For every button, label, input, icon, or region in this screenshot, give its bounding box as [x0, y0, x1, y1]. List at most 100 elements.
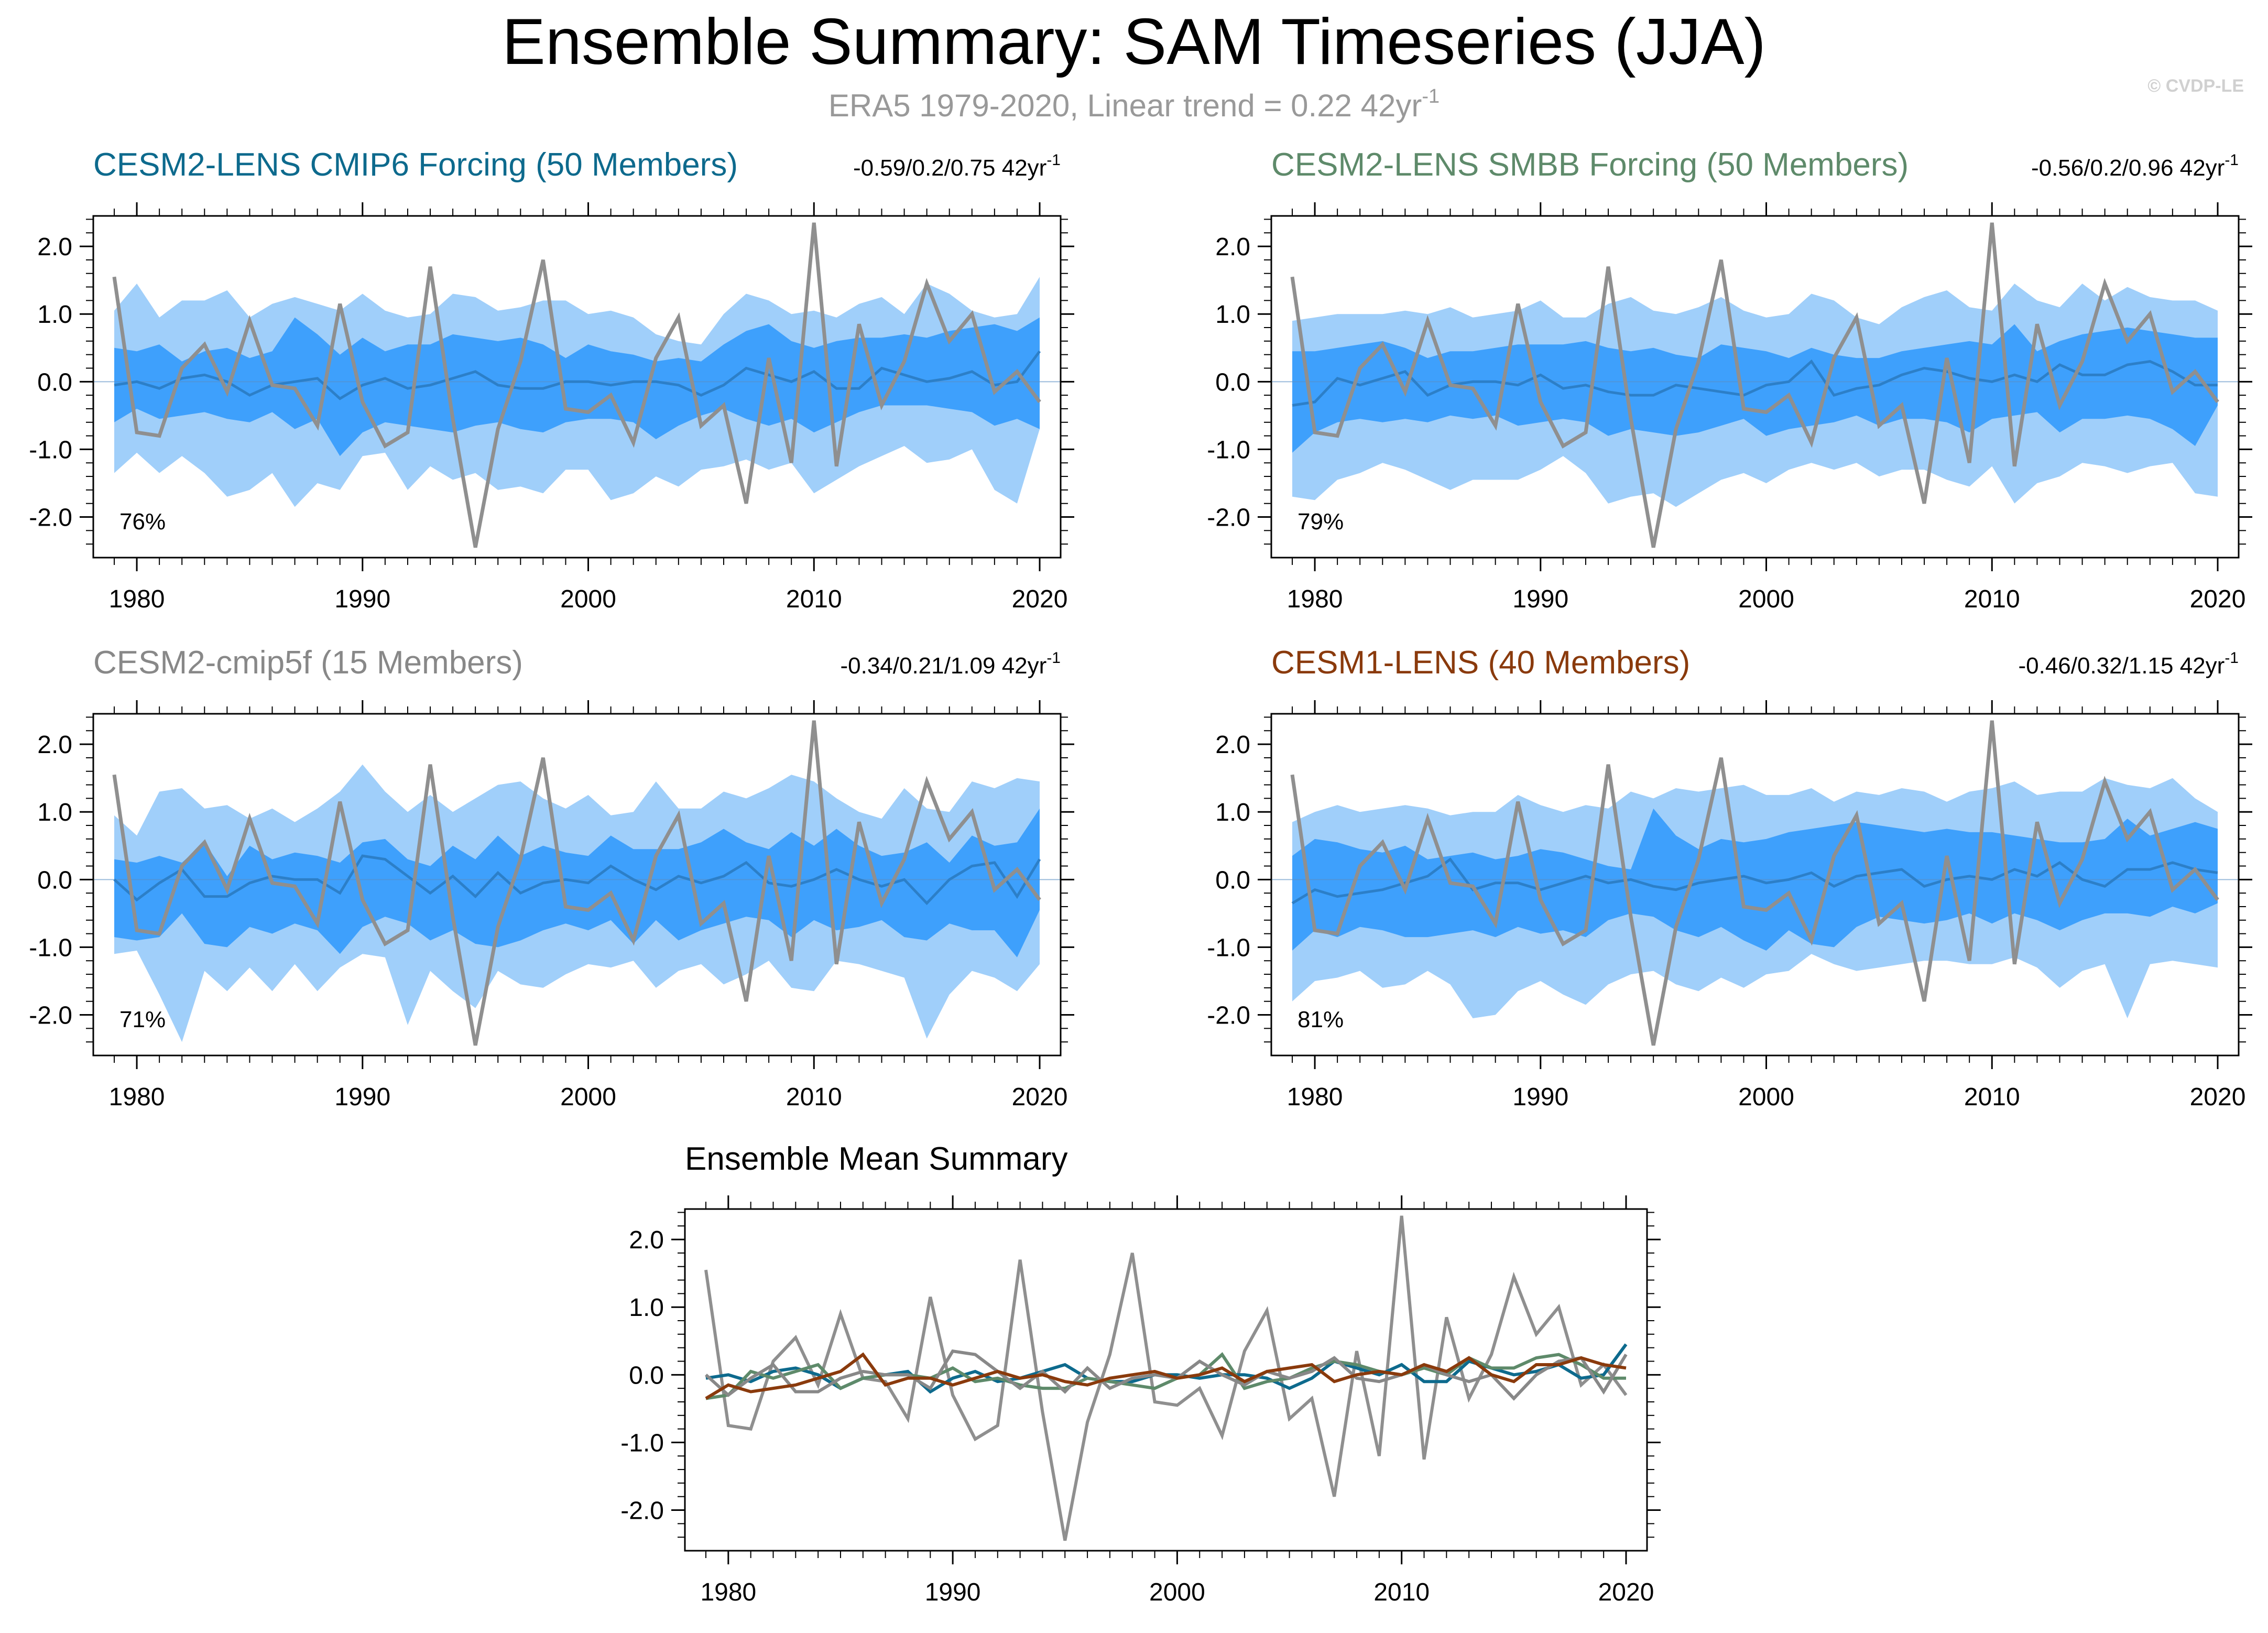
- cesm2-smbb-inner-band: [1292, 324, 2218, 453]
- cesm2-smbb-stat-text: -0.56/0.2/0.96 42yr: [2031, 155, 2225, 181]
- figure-title: Ensemble Summary: SAM Timeseries (JJA): [502, 6, 1766, 78]
- cesm1-lens-ytick-label: -1.0: [1207, 934, 1250, 962]
- ensemble-mean-summary-obs-line: [704, 1215, 1628, 1541]
- cesm2-cmip5f-percent: 71%: [119, 1007, 166, 1032]
- cesm2-cmip6-obs-line: [112, 222, 1041, 548]
- cesm2-smbb-stat-sup: -1: [2225, 151, 2239, 169]
- cesm2-smbb-ensemble-mean-line: [1292, 359, 2218, 407]
- cesm2-cmip6-inner-band: [114, 317, 1040, 456]
- cesm2-smbb-ytick-label: 2.0: [1215, 233, 1250, 261]
- cesm2-cmip5f-xtick-label: 2010: [786, 1083, 842, 1111]
- cesm2-smbb-plot-area: [1271, 222, 2239, 548]
- cesm2-cmip6-ytick-label: 0.0: [37, 368, 72, 396]
- cesm2-smbb-percent: 79%: [1297, 509, 1344, 535]
- cesm2-cmip6-ytick-label: -2.0: [29, 504, 72, 532]
- cesm2-cmip6-xtick-label: 2010: [786, 585, 842, 613]
- cesm2-cmip6-xtick-label: 2000: [560, 585, 616, 613]
- ensemble-mean-summary-xtick-label: 1980: [700, 1578, 756, 1606]
- figure-subtitle: ERA5 1979-2020, Linear trend = 0.22 42yr…: [828, 85, 1440, 123]
- ensemble-mean-summary-ytick-label: 1.0: [629, 1294, 664, 1322]
- cesm2-cmip6-xtick-label: 1990: [334, 585, 390, 613]
- cesm2-cmip6-xtick-label: 2020: [1012, 585, 1068, 613]
- cesm2-smbb-xtick-label: 1980: [1287, 585, 1343, 613]
- cesm2-smbb-xtick-label: 2000: [1738, 585, 1794, 613]
- cesm2-cmip6-stat-text: -0.59/0.2/0.75 42yr: [853, 155, 1046, 181]
- panel-cesm1-lens: CESM1-LENS (40 Members) -0.46/0.32/1.15 4…: [1207, 645, 2252, 1111]
- cesm2-cmip5f-title: CESM2-cmip5f (15 Members): [93, 645, 523, 681]
- cesm2-cmip5f-frame: [92, 713, 1062, 1057]
- cesm1-lens-xtick-label: 2020: [2190, 1083, 2246, 1111]
- cesm2-cmip6-ytick-label: 2.0: [37, 233, 72, 261]
- cesm1-lens-title: CESM1-LENS (40 Members): [1271, 645, 1690, 681]
- cesm2-cmip6-title: CESM2-LENS CMIP6 Forcing (50 Members): [93, 147, 738, 183]
- subtitle-superscript: -1: [1422, 85, 1440, 107]
- cesm2-cmip5f-xtick-label: 2000: [560, 1083, 616, 1111]
- ensemble-mean-summary-ytick-label: -2.0: [620, 1497, 664, 1525]
- cesm1-lens-obs-line: [1290, 720, 2219, 1046]
- cesm1-lens-ytick-label: 2.0: [1215, 731, 1250, 759]
- cesm2-cmip5f-stat-sup: -1: [1046, 649, 1061, 667]
- ensemble-mean-summary-xtick-label: 2000: [1149, 1578, 1205, 1606]
- cesm1-lens-ensemble-mean-line: [1291, 857, 2218, 905]
- ensemble-mean-summary-title: Ensemble Mean Summary: [685, 1141, 1068, 1177]
- ensemble-mean-summary-plot-area: [704, 1215, 1628, 1541]
- cesm2-smbb-ytick-label: -2.0: [1207, 504, 1250, 532]
- cesm2-cmip6-plot-area: [93, 222, 1061, 548]
- cesm2-smbb-ytick-label: 0.0: [1215, 368, 1250, 396]
- cesm1-lens-stat: -0.46/0.32/1.15 42yr-1: [2018, 649, 2239, 679]
- cesm2-cmip6-stat: -0.59/0.2/0.75 42yr-1: [853, 151, 1061, 181]
- cesm2-cmip5f-ytick-label: 0.0: [37, 866, 72, 894]
- cesm2-smbb-xtick-label: 2020: [2190, 585, 2246, 613]
- panel-cesm2-cmip5f: CESM2-cmip5f (15 Members) -0.34/0.21/1.09…: [29, 645, 1074, 1111]
- ensemble-mean-summary-xtick-label: 2010: [1373, 1578, 1430, 1606]
- cesm1-lens-xtick-label: 1980: [1287, 1083, 1343, 1111]
- cesm2-cmip5f-plot-area: [93, 720, 1061, 1046]
- cesm2-smbb-ytick-label: 1.0: [1215, 301, 1250, 329]
- cesm2-smbb-title: CESM2-LENS SMBB Forcing (50 Members): [1271, 147, 1909, 183]
- cesm2-smbb-ytick-label: -1.0: [1207, 436, 1250, 464]
- cesm1-lens-xtick-label: 1990: [1512, 1083, 1568, 1111]
- cesm2-cmip5f-ytick-label: -1.0: [29, 934, 72, 962]
- cesm2-cmip5f-ytick-label: 2.0: [37, 731, 72, 759]
- cesm2-cmip5f-xtick-label: 1980: [109, 1083, 165, 1111]
- cesm2-cmip6-ytick-label: -1.0: [29, 436, 72, 464]
- cesm2-cmip5f-stat: -0.34/0.21/1.09 42yr-1: [840, 649, 1061, 679]
- cesm2-cmip5f-ytick-label: -2.0: [29, 1002, 72, 1030]
- credit-label: © CVDP-LE: [2147, 76, 2244, 96]
- cesm2-cmip5f-ytick-label: 1.0: [37, 799, 72, 826]
- cesm2-smbb-frame: [1270, 215, 2240, 559]
- ensemble-mean-summary-xtick-label: 1990: [925, 1578, 981, 1606]
- cesm1-lens-ytick-label: 0.0: [1215, 866, 1250, 894]
- panels-layer: CESM2-LENS CMIP6 Forcing (50 Members) -0.…: [29, 147, 2252, 1606]
- subtitle-text: ERA5 1979-2020, Linear trend = 0.22 42yr: [828, 88, 1422, 123]
- cesm2-cmip6-frame: [92, 215, 1062, 559]
- cesm2-cmip5f-stat-text: -0.34/0.21/1.09 42yr: [840, 653, 1046, 679]
- panel-ensemble-mean-summary: Ensemble Mean Summary 2.0 1.0 0.0 -1.0 -2.0 19…: [620, 1141, 1661, 1606]
- ensemble-mean-summary-ytick-label: 2.0: [629, 1226, 664, 1254]
- ensemble-mean-summary-series-cesm2-cmip5f: [704, 1349, 1628, 1401]
- ensemble-mean-summary-ytick-label: 0.0: [629, 1362, 664, 1389]
- cesm2-cmip5f-xtick-label: 2020: [1012, 1083, 1068, 1111]
- cesm2-cmip5f-inner-band: [114, 808, 1040, 957]
- cesm2-cmip6-ytick-label: 1.0: [37, 301, 72, 329]
- cesm1-lens-xtick-label: 2000: [1738, 1083, 1794, 1111]
- cesm1-lens-ytick-label: -2.0: [1207, 1002, 1250, 1030]
- cesm2-cmip5f-xtick-label: 1990: [334, 1083, 390, 1111]
- ensemble-mean-summary-ytick-label: -1.0: [620, 1429, 664, 1457]
- cesm1-lens-percent: 81%: [1297, 1007, 1344, 1032]
- cesm2-cmip6-xtick-label: 1980: [109, 585, 165, 613]
- cesm2-cmip6-percent: 76%: [119, 509, 166, 535]
- ensemble-mean-summary-frame: [684, 1208, 1648, 1552]
- cesm2-cmip5f-obs-line: [112, 720, 1041, 1046]
- cesm1-lens-stat-sup: -1: [2225, 649, 2239, 667]
- panel-cesm2-smbb: CESM2-LENS SMBB Forcing (50 Members) -0.5…: [1207, 147, 2252, 613]
- cesm2-smbb-xtick-label: 1990: [1512, 585, 1568, 613]
- cesm1-lens-xtick-label: 2010: [1964, 1083, 2020, 1111]
- cesm2-smbb-obs-line: [1290, 222, 2219, 548]
- cesm1-lens-frame: [1270, 713, 2240, 1057]
- ensemble-mean-summary-xtick-label: 2020: [1598, 1578, 1654, 1606]
- cesm1-lens-plot-area: [1271, 720, 2239, 1046]
- cesm2-cmip6-ensemble-mean-line: [114, 350, 1041, 400]
- cesm2-smbb-xtick-label: 2010: [1964, 585, 2020, 613]
